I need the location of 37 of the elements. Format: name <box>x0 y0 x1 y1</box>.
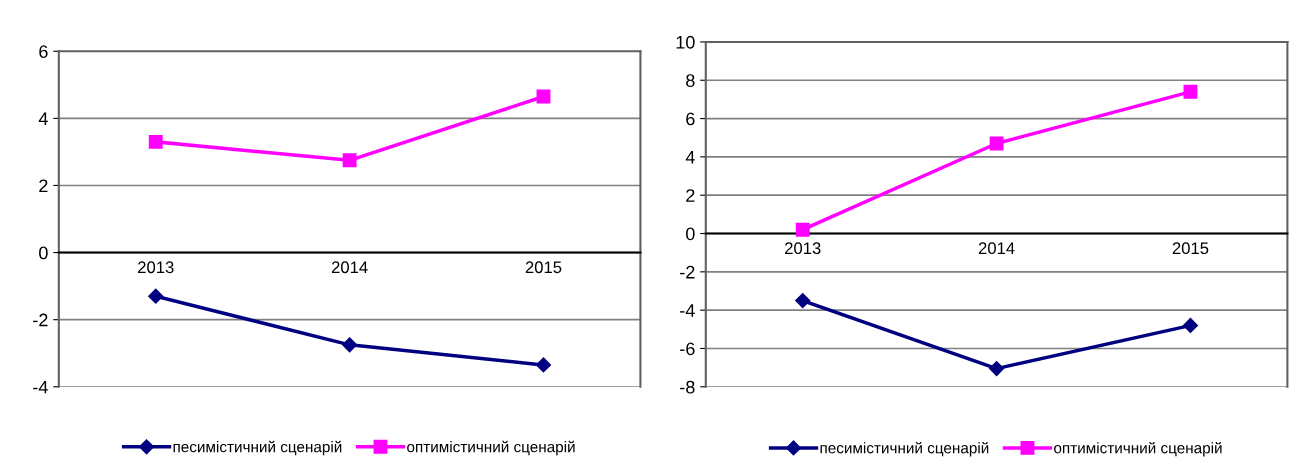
y-tick-label: 0 <box>686 227 695 241</box>
y-tick-label: -6 <box>680 342 695 356</box>
point <box>1183 84 1198 99</box>
y-tick-label: 6 <box>39 45 48 58</box>
point <box>795 222 810 237</box>
point <box>1182 317 1199 334</box>
y-tick-label: 6 <box>686 112 695 126</box>
y-tick-label: -8 <box>680 380 695 394</box>
x-tick-label: 2015 <box>1172 242 1209 255</box>
point <box>342 153 357 168</box>
y-tick-label: 2 <box>686 189 695 202</box>
point <box>342 337 358 353</box>
y-tick-label: 10 <box>676 35 695 49</box>
legend-label: песимістичний сценарій <box>820 441 989 457</box>
legend-label: оптимістичний сценарій <box>407 440 575 456</box>
legend-label: оптимістичний сценарій <box>1054 441 1222 457</box>
legend-label: песимістичний сценарій <box>173 440 342 456</box>
x-tick-label: 2014 <box>978 242 1015 255</box>
point <box>148 134 163 149</box>
point <box>989 361 1005 377</box>
point <box>795 292 811 309</box>
x-tick-label: 2013 <box>785 242 821 255</box>
y-tick-label: 4 <box>38 112 48 125</box>
x-tick-label: 2013 <box>138 261 174 274</box>
y-tick-label: -4 <box>680 304 695 317</box>
point <box>148 288 164 304</box>
y-tick-label: -2 <box>33 313 48 327</box>
y-tick-label: 8 <box>686 74 695 87</box>
y-tick-label: -2 <box>680 265 695 279</box>
y-tick-label: 2 <box>39 179 48 193</box>
y-tick-label: 0 <box>39 246 48 260</box>
y-tick-label: 4 <box>685 151 695 164</box>
point <box>535 357 552 373</box>
point <box>989 136 1004 151</box>
x-tick-label: 2014 <box>331 261 368 274</box>
y-tick-label: -4 <box>33 380 48 394</box>
x-tick-label: 2015 <box>525 261 562 274</box>
